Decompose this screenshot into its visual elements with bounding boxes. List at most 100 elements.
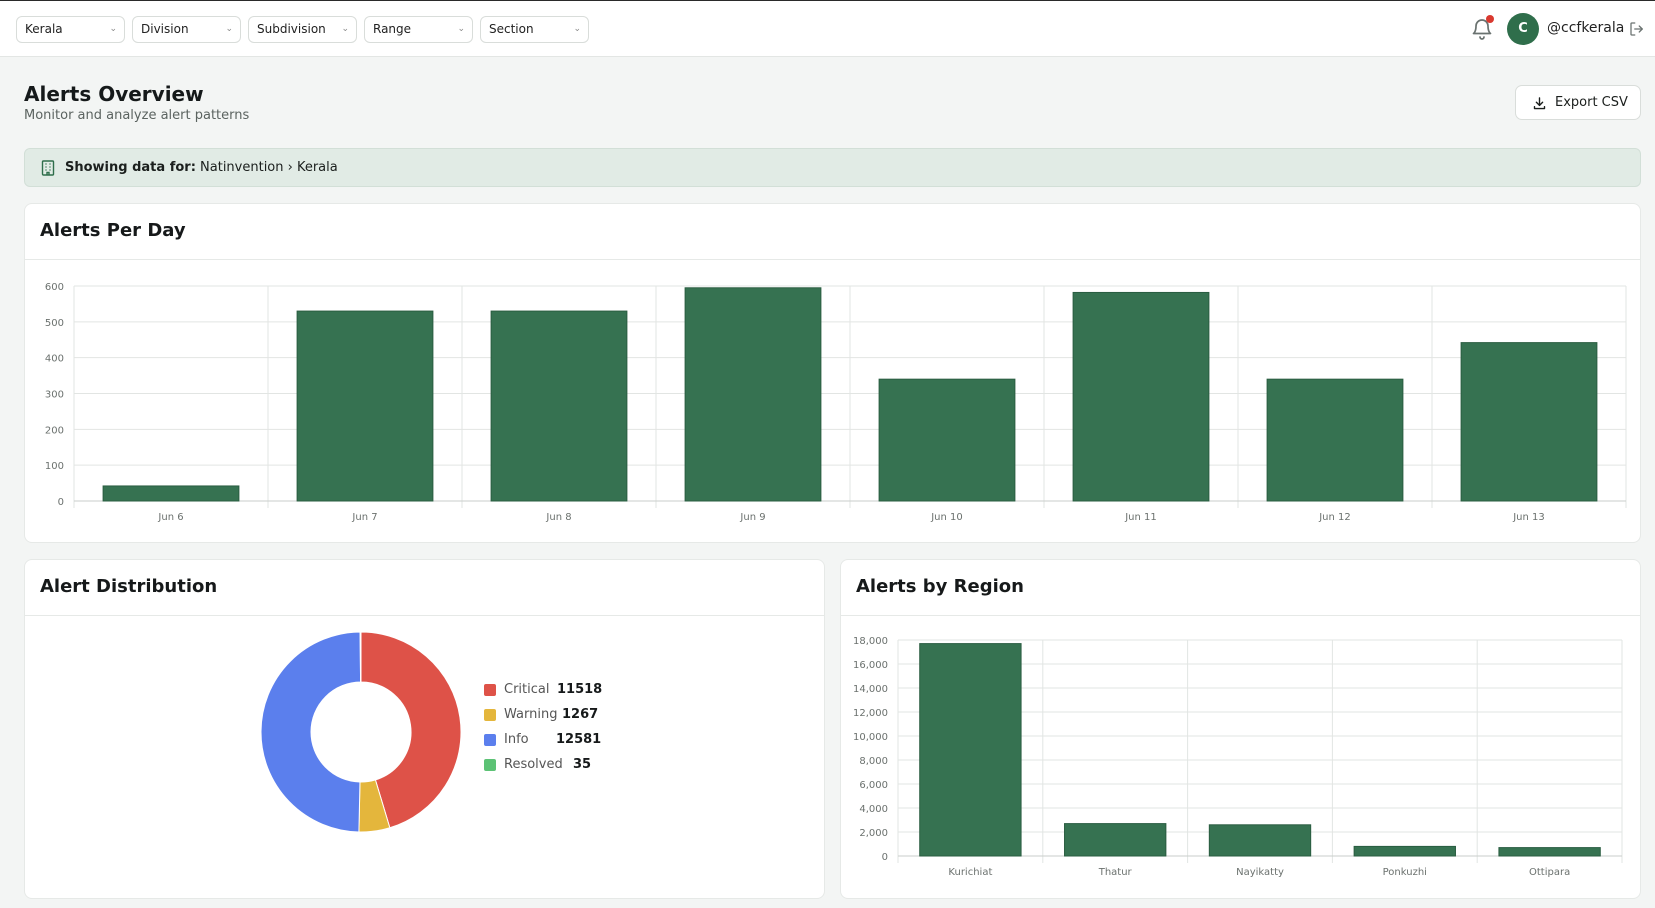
alerts-per-day-title: Alerts Per Day [40,220,186,241]
page-title: Alerts Overview [24,82,204,106]
top-bar: Kerala ⌄ Division ⌄ Subdivision ⌄ Range ⌄ Se… [0,0,1655,57]
y-tick-label: 8,000 [859,756,888,767]
x-tick-label: Thatur [1098,867,1133,878]
legend-label: Critical [504,682,550,697]
legend-label: Resolved [504,757,563,772]
x-tick-label: Kurichiat [948,867,992,878]
page-subtitle: Monitor and analyze alert patterns [24,108,250,123]
donut-slice-info[interactable] [260,631,362,833]
x-tick-label: Jun 6 [157,512,183,523]
legend-value: 11518 [557,682,603,697]
x-tick-label: Jun 9 [739,512,765,523]
divider [841,615,1640,616]
x-tick-label: Jun 8 [545,512,571,523]
bar[interactable] [1072,291,1210,502]
data-scope-banner: Showing data for: Natinvention › Kerala [24,148,1641,187]
x-tick-label: Nayikatty [1236,867,1284,878]
legend-swatch [484,759,496,771]
bar[interactable] [919,643,1022,857]
chevron-down-icon: ⌄ [457,24,465,34]
legend-swatch [484,709,496,721]
bar[interactable] [684,287,822,502]
notification-dot [1486,15,1494,23]
bar[interactable] [490,310,628,502]
range-filter-label: Range [373,22,412,36]
bar[interactable] [102,485,240,502]
legend-item-resolved[interactable]: Resolved 35 [484,756,604,774]
bar[interactable] [878,378,1016,502]
bell-icon[interactable] [1470,17,1494,41]
legend-item-info[interactable]: Info 12581 [484,731,604,749]
alert-distribution-donut [260,631,462,833]
alerts-by-region-title: Alerts by Region [856,576,1024,597]
y-tick-label: 0 [58,497,64,508]
bar[interactable] [1266,378,1404,502]
y-tick-label: 600 [45,282,64,293]
logout-icon[interactable] [1628,19,1646,39]
y-tick-label: 100 [45,461,64,472]
username[interactable]: @ccfkerala [1547,20,1625,36]
chevron-down-icon: ⌄ [225,24,233,34]
division-filter-select[interactable]: Division ⌄ [132,16,241,43]
section-filter-label: Section [489,22,534,36]
export-csv-button[interactable]: Export CSV [1515,85,1641,120]
range-filter-select[interactable]: Range ⌄ [364,16,473,43]
legend-swatch [484,734,496,746]
building-icon [41,160,55,176]
x-tick-label: Ponkuzhi [1383,867,1427,878]
data-scope-path: Natinvention › Kerala [200,160,338,175]
y-tick-label: 4,000 [859,804,888,815]
x-tick-label: Jun 11 [1124,512,1157,523]
donut-slice-critical[interactable] [360,631,462,829]
y-tick-label: 12,000 [853,708,888,719]
y-tick-label: 16,000 [853,660,888,671]
y-tick-label: 18,000 [853,636,888,647]
subdivision-filter-label: Subdivision [257,22,326,36]
y-tick-label: 2,000 [859,828,888,839]
legend-label: Info [504,732,529,747]
y-tick-label: 14,000 [853,684,888,695]
donut-slice-resolved[interactable] [359,631,362,683]
bar[interactable] [1353,845,1456,857]
subdivision-filter-select[interactable]: Subdivision ⌄ [248,16,357,43]
y-tick-label: 300 [45,390,64,401]
legend-item-warning[interactable]: Warning 1267 [484,706,604,724]
legend-label: Warning [504,707,558,722]
legend-value: 35 [573,757,592,772]
state-filter-select[interactable]: Kerala ⌄ [16,16,125,43]
chevron-down-icon: ⌄ [341,24,349,34]
y-tick-label: 500 [45,318,64,329]
x-tick-label: Jun 12 [1318,512,1351,523]
alerts-by-region-card: Alerts by Region 0 2,000 4,000 6,000 8,000 10… [840,559,1641,899]
avatar[interactable]: C [1507,13,1539,45]
bar[interactable] [1460,342,1598,502]
alert-distribution-card: Alert Distribution Critical 11518 Warning 1… [24,559,825,899]
section-filter-select[interactable]: Section ⌄ [480,16,589,43]
state-filter-label: Kerala [25,22,63,36]
legend-value: 12581 [556,732,602,747]
legend-value: 1267 [562,707,599,722]
x-tick-label: Jun 10 [930,512,963,523]
bar[interactable] [296,310,434,502]
data-scope-label: Showing data for: [65,160,196,175]
y-tick-label: 200 [45,425,64,436]
download-icon [1533,97,1546,110]
bar[interactable] [1208,824,1312,857]
legend-item-critical[interactable]: Critical 11518 [484,681,604,699]
divider [25,259,1640,260]
bar[interactable] [1498,847,1601,857]
division-filter-label: Division [141,22,189,36]
x-tick-label: Jun 7 [351,512,377,523]
chevron-down-icon: ⌄ [573,24,581,34]
legend-swatch [484,684,496,696]
alerts-per-day-chart: 0 100 200 300 400 500 600 Jun 6 Jun 7 Jun 8 Jun 9 J… [45,282,1627,523]
x-tick-label: Jun 13 [1512,512,1545,523]
x-tick-label: Ottipara [1529,867,1570,878]
y-tick-label: 400 [45,354,64,365]
y-tick-label: 0 [882,852,888,863]
alerts-by-region-chart: 0 2,000 4,000 6,000 8,000 10,000 12,000 14,000 1… [853,636,1623,878]
bar[interactable] [1064,823,1167,857]
chevron-down-icon: ⌄ [109,24,117,34]
divider [25,615,824,616]
export-csv-label: Export CSV [1555,95,1628,110]
